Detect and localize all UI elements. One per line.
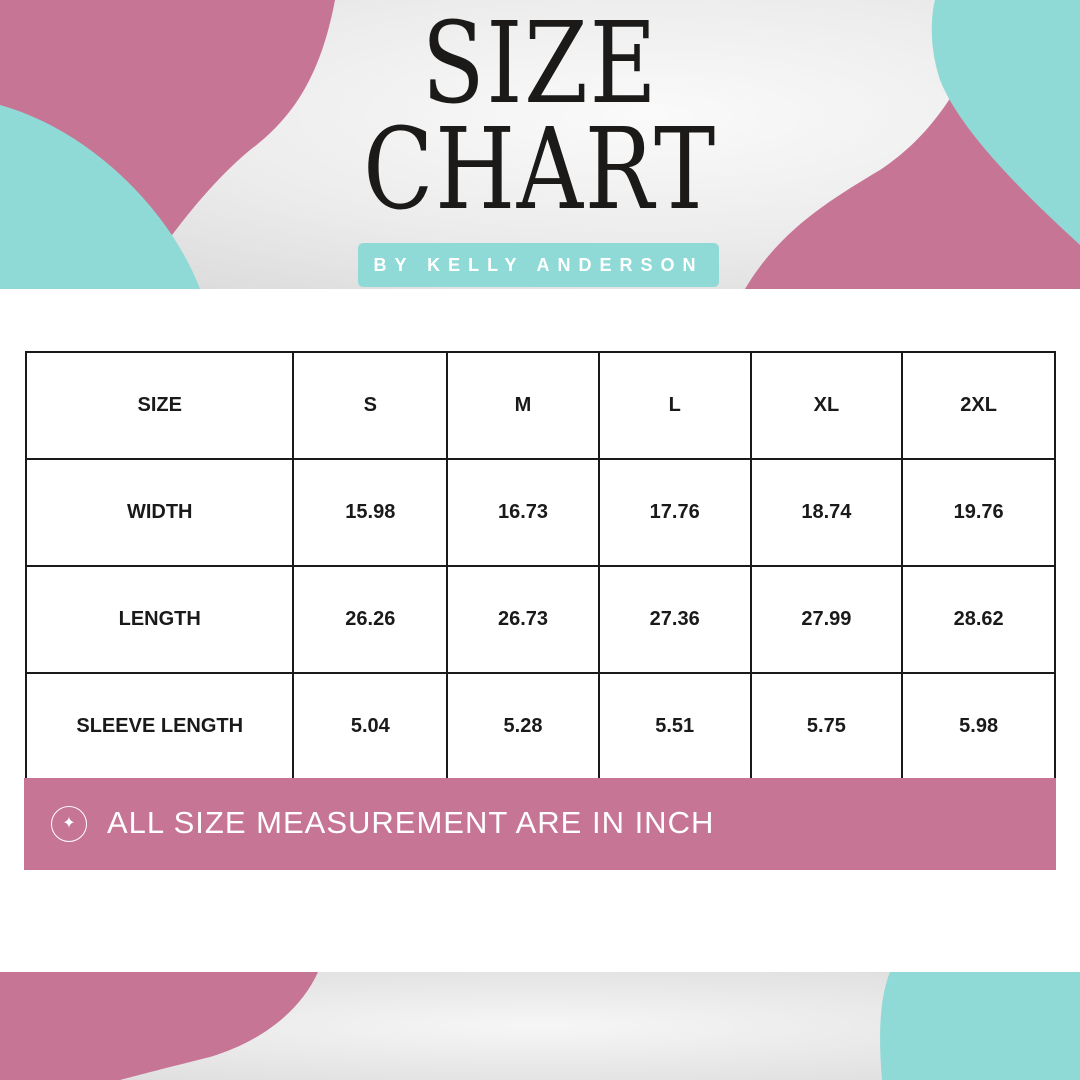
- title-size: SIZE: [421, 0, 659, 129]
- table-header: S: [292, 351, 449, 460]
- row-label: LENGTH: [24, 565, 295, 674]
- table-row: WIDTH 15.98 16.73 17.76 18.74 19.76: [24, 458, 1056, 567]
- table-cell: 5.51: [597, 672, 752, 781]
- table-cell: 5.28: [446, 672, 600, 781]
- table-header: L: [597, 351, 752, 460]
- header-banner: SIZE CHART BY KELLY ANDERSON: [0, 0, 1080, 289]
- row-label: SLEEVE LENGTH: [24, 672, 295, 781]
- table-cell: 18.74: [749, 458, 904, 567]
- decorative-blobs: [0, 0, 1080, 289]
- title-chart: CHART: [363, 105, 717, 235]
- decorative-blobs: [0, 972, 1080, 1080]
- measurement-note-banner: [24, 778, 1056, 870]
- table-cell: 28.62: [901, 565, 1056, 674]
- table-cell: 26.26: [292, 565, 449, 674]
- table-header-row: SIZE S M L XL 2XL: [24, 351, 1056, 460]
- table-row: LENGTH 26.26 26.73 27.36 27.99 28.62: [24, 565, 1056, 674]
- row-label: WIDTH: [24, 458, 295, 567]
- table-cell: 26.73: [446, 565, 600, 674]
- table-row: SLEEVE LENGTH 5.04 5.28 5.51 5.75 5.98: [24, 672, 1056, 781]
- table-header: 2XL: [901, 351, 1056, 460]
- footer-decoration: [0, 972, 1080, 1080]
- table-cell: 15.98: [292, 458, 449, 567]
- table-cell: 5.75: [749, 672, 904, 781]
- table-cell: 17.76: [597, 458, 752, 567]
- measurement-note: ALL SIZE MEASUREMENT ARE IN INCH: [107, 805, 715, 840]
- table-cell: 27.99: [749, 565, 904, 674]
- table-cell: 27.36: [597, 565, 752, 674]
- table-cell: 16.73: [446, 458, 600, 567]
- sparkle-icon: ✦: [51, 806, 87, 842]
- author-byline: BY KELLY ANDERSON: [358, 243, 719, 287]
- table-cell: 5.04: [292, 672, 449, 781]
- table-header: SIZE: [24, 351, 295, 460]
- table-cell: 19.76: [901, 458, 1056, 567]
- size-table: SIZE S M L XL 2XL WIDTH 15.98 16.73 17.7…: [24, 351, 1056, 781]
- table-cell: 5.98: [901, 672, 1056, 781]
- table-header: M: [446, 351, 600, 460]
- table-header: XL: [749, 351, 904, 460]
